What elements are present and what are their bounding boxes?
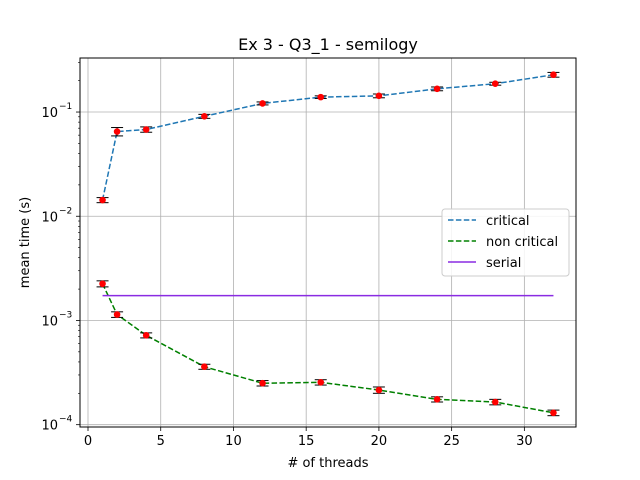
- series-layer: [96, 71, 560, 417]
- data-point: [375, 386, 383, 394]
- data-point: [142, 332, 150, 339]
- legend-label: critical: [486, 214, 530, 229]
- data-point: [99, 196, 106, 204]
- chart-title: Ex 3 - Q3_1 - semilogy: [238, 35, 418, 55]
- x-tick-label: 5: [157, 434, 165, 449]
- series-non-critical: [96, 280, 560, 417]
- data-point: [259, 379, 266, 387]
- x-tick-label: 25: [443, 434, 460, 449]
- x-axis-label: # of threads: [287, 456, 368, 471]
- y-axis-label: mean time (s): [18, 197, 33, 288]
- data-point: [550, 71, 557, 79]
- data-point: [550, 409, 557, 417]
- series-critical: [96, 71, 560, 204]
- plot-frame: [79, 57, 577, 428]
- y-tick-label: 10: [41, 419, 58, 434]
- x-tick-label: 10: [225, 434, 242, 449]
- y-tick-exponent: −2: [59, 206, 72, 216]
- y-tick-exponent: −1: [59, 102, 72, 112]
- data-point: [491, 398, 499, 406]
- y-tick-label: 10: [41, 314, 58, 329]
- data-point: [99, 280, 106, 288]
- legend-label: non critical: [486, 235, 558, 250]
- data-point: [113, 311, 121, 318]
- legend: critical non critical serial: [441, 208, 570, 277]
- x-axis: 0 5 10 15 20 25 30: [84, 427, 533, 449]
- y-axis: 10−410−310−210−1: [41, 62, 80, 434]
- data-point: [317, 379, 325, 386]
- x-tick-label: 20: [371, 434, 388, 449]
- data-point: [433, 396, 441, 403]
- data-point: [317, 93, 325, 101]
- data-point: [375, 92, 383, 100]
- x-tick-label: 30: [516, 434, 533, 449]
- series-line: [101, 283, 554, 414]
- series-line: [101, 73, 554, 201]
- data-point: [491, 80, 499, 88]
- x-tick-label: 0: [84, 434, 92, 449]
- data-point: [433, 85, 441, 93]
- data-point: [259, 100, 266, 107]
- legend-label: serial: [486, 256, 521, 271]
- legend-box: [441, 208, 570, 277]
- data-point: [142, 126, 150, 133]
- y-tick-label: 10: [41, 210, 58, 225]
- data-point: [201, 113, 208, 120]
- x-tick-label: 15: [298, 434, 315, 449]
- y-tick-exponent: −3: [59, 310, 72, 320]
- y-tick-exponent: −4: [59, 415, 73, 425]
- data-point: [113, 128, 121, 135]
- data-point: [201, 363, 208, 371]
- y-tick-label: 10: [41, 106, 58, 121]
